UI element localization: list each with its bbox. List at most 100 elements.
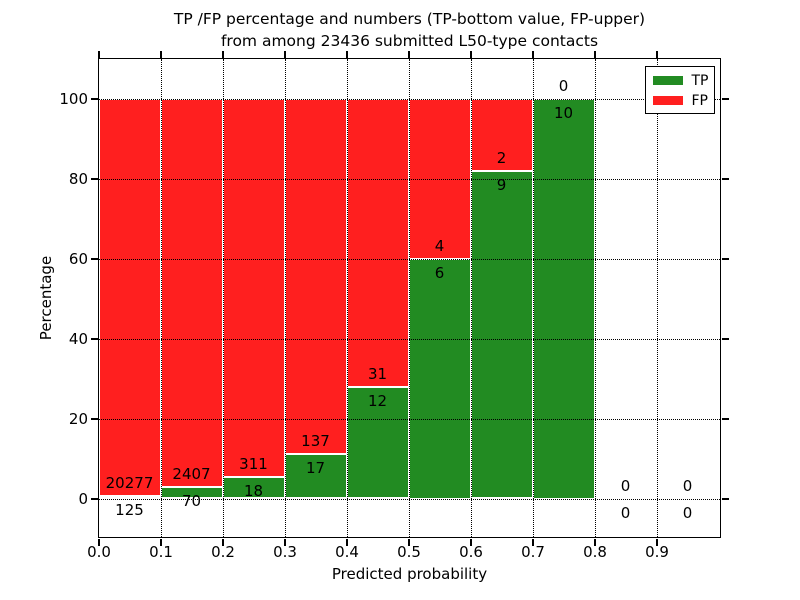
x-tick-label-0.4: 0.4 (335, 543, 359, 561)
bar-tp-0.4-0.5 (346, 386, 409, 499)
fp-count-label-0.4-0.5: 31 (367, 364, 388, 383)
tp-count-label-0.3-0.4: 17 (305, 459, 326, 478)
x-tick-bottom-0.4 (346, 538, 348, 546)
x-tick-top-0.1 (160, 50, 162, 58)
x-tick-label-0.5: 0.5 (397, 543, 421, 561)
tp-count-label-0.7-0.8: 10 (553, 103, 574, 122)
x-tick-label-0.1: 0.1 (149, 543, 173, 561)
legend-entry-fp: FP (652, 91, 714, 111)
grid-line-x-0.9 (656, 58, 658, 537)
tp-count-label-0.9-1.0: 0 (682, 503, 693, 522)
x-tick-label-0.0: 0.0 (87, 543, 111, 561)
x-tick-top-0.7 (532, 50, 534, 58)
chart-title: TP /FP percentage and numbers (TP-bottom… (99, 8, 720, 52)
chart-title-line2: from among 23436 submitted L50-type cont… (220, 32, 599, 50)
tp-count-label-0.0-0.1: 125 (115, 501, 144, 520)
chart-title-line1: TP /FP percentage and numbers (TP-bottom… (173, 10, 646, 28)
legend: TP FP (644, 65, 715, 114)
y-tick-label-80: 80 (68, 170, 88, 188)
bar-fp-0.4-0.5 (346, 98, 409, 387)
y-tick-label-60: 60 (68, 250, 88, 268)
y-tick-left-20 (90, 418, 98, 420)
tp-count-label-0.1-0.2: 70 (181, 492, 202, 511)
bar-fp-0.1-0.2 (160, 98, 223, 488)
x-tick-bottom-0.3 (284, 538, 286, 546)
fp-count-label-0.1-0.2: 2407 (172, 465, 211, 484)
x-tick-bottom-0.2 (222, 538, 224, 546)
fp-count-label-0.7-0.8: 0 (558, 76, 569, 95)
y-tick-left-100 (90, 98, 98, 100)
y-tick-left-40 (90, 338, 98, 340)
bar-tp-0.3-0.4 (284, 454, 347, 499)
tp-color-swatch-icon (652, 76, 683, 85)
fp-count-label-0.8-0.9: 0 (620, 476, 631, 495)
grid-line-x-0.2 (222, 58, 224, 537)
x-tick-label-0.9: 0.9 (645, 543, 669, 561)
grid-line-x-0.8 (594, 58, 596, 537)
x-tick-bottom-0.6 (470, 538, 472, 546)
y-tick-label-40: 40 (68, 330, 88, 348)
bar-tp-0.0-0.1 (98, 496, 161, 499)
bar-tp-0.6-0.7 (470, 171, 533, 499)
bar-fp-0.3-0.4 (284, 98, 347, 455)
x-tick-bottom-0.9 (656, 538, 658, 546)
y-tick-right-100 (721, 98, 729, 100)
x-tick-top-0.3 (284, 50, 286, 58)
y-tick-right-20 (721, 418, 729, 420)
fp-count-label-0.0-0.1: 20277 (105, 474, 154, 493)
y-tick-left-0 (90, 498, 98, 500)
grid-line-x-0.5 (408, 58, 410, 537)
fp-count-label-0.6-0.7: 2 (496, 149, 507, 168)
bar-fp-0.0-0.1 (98, 98, 161, 497)
bar-fp-0.6-0.7 (470, 98, 533, 172)
tp-count-label-0.8-0.9: 0 (620, 503, 631, 522)
x-tick-label-0.2: 0.2 (211, 543, 235, 561)
legend-entry-tp: TP (652, 71, 714, 91)
x-tick-label-0.8: 0.8 (583, 543, 607, 561)
x-tick-top-0.2 (222, 50, 224, 58)
y-tick-label-20: 20 (68, 410, 88, 428)
x-tick-top-0.8 (594, 50, 596, 58)
x-tick-top-0.6 (470, 50, 472, 58)
fp-count-label-0.2-0.3: 311 (239, 454, 268, 473)
y-tick-left-80 (90, 178, 98, 180)
grid-line-x-0.6 (470, 58, 472, 537)
x-tick-bottom-0.8 (594, 538, 596, 546)
grid-line-x-0.1 (160, 58, 162, 537)
fp-color-swatch-icon (652, 96, 683, 105)
x-tick-bottom-0.7 (532, 538, 534, 546)
y-tick-left-60 (90, 258, 98, 260)
plot-area: TP FP 20277 125 2407 70 311 18 137 17 31 12 4 6 2 9 0 1… (97, 57, 721, 538)
tp-count-label-0.6-0.7: 9 (496, 176, 507, 195)
legend-label-tp: TP (691, 72, 709, 89)
fp-count-label-0.9-1.0: 0 (682, 476, 693, 495)
tp-count-label-0.5-0.6: 6 (434, 263, 445, 282)
y-tick-label-0: 0 (78, 490, 88, 508)
legend-label-fp: FP (691, 92, 709, 109)
tp-count-label-0.2-0.3: 18 (243, 481, 264, 500)
x-tick-top-0.9 (656, 50, 658, 58)
bar-tp-0.7-0.8 (532, 98, 595, 499)
x-tick-bottom-0.1 (160, 538, 162, 546)
x-tick-top-0.0 (98, 50, 100, 58)
bar-tp-0.5-0.6 (408, 258, 471, 499)
x-tick-top-0.5 (408, 50, 410, 58)
fp-count-label-0.5-0.6: 4 (434, 236, 445, 255)
y-tick-right-40 (721, 338, 729, 340)
grid-line-x-0.7 (532, 58, 534, 537)
y-tick-right-0 (721, 498, 729, 500)
grid-line-x-0.3 (284, 58, 286, 537)
x-tick-label-0.6: 0.6 (459, 543, 483, 561)
grid-line-x-0.4 (346, 58, 348, 537)
tp-count-label-0.4-0.5: 12 (367, 391, 388, 410)
x-tick-bottom-0.5 (408, 538, 410, 546)
x-tick-top-0.4 (346, 50, 348, 58)
y-tick-right-60 (721, 258, 729, 260)
y-tick-right-80 (721, 178, 729, 180)
x-tick-label-0.7: 0.7 (521, 543, 545, 561)
x-tick-bottom-0.0 (98, 538, 100, 546)
x-tick-label-0.3: 0.3 (273, 543, 297, 561)
bar-fp-0.2-0.3 (222, 98, 285, 477)
x-axis-label: Predicted probability (331, 565, 488, 583)
